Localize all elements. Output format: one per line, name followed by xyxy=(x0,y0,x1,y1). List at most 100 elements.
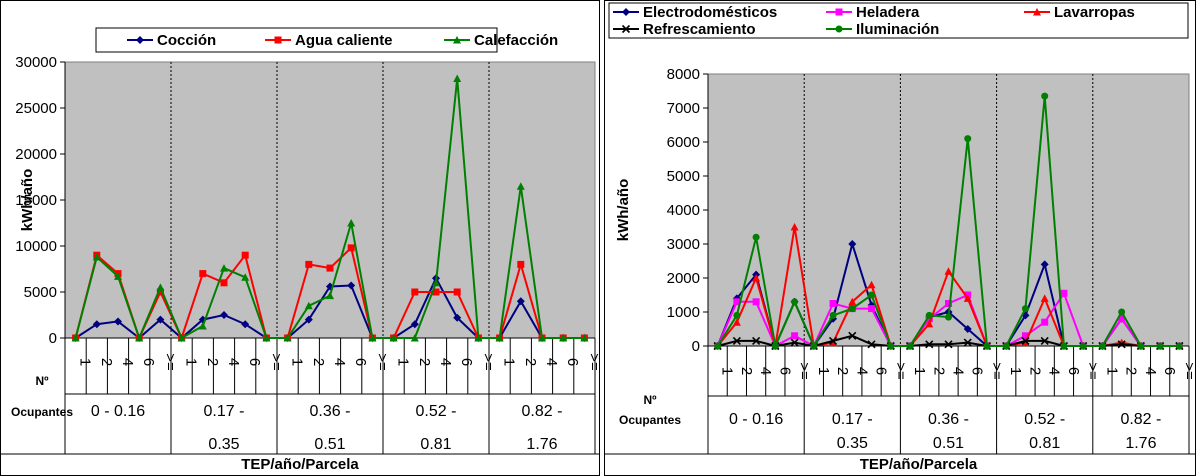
data-point xyxy=(241,273,250,281)
data-point xyxy=(347,244,355,252)
data-point xyxy=(305,260,313,268)
row-header-line1: Nº xyxy=(643,393,657,407)
category-label: 2 xyxy=(930,367,947,375)
data-point xyxy=(791,298,799,306)
group-label: 0.51 xyxy=(314,436,345,453)
legend-label: Lavarropas xyxy=(1054,4,1135,21)
y-axis-title: kWh/año xyxy=(615,179,632,242)
category-label: 1 xyxy=(395,358,412,366)
data-point xyxy=(156,315,165,324)
y-tick-label: 15000 xyxy=(15,192,57,209)
category-label: 2 xyxy=(98,358,115,366)
data-point xyxy=(1041,92,1049,100)
data-point xyxy=(963,338,972,347)
data-point xyxy=(1118,308,1126,316)
y-tick-label: 25000 xyxy=(15,100,57,117)
data-point xyxy=(432,278,440,287)
data-point xyxy=(1079,342,1087,350)
data-point xyxy=(828,336,838,345)
data-point xyxy=(1021,332,1029,340)
data-point xyxy=(1060,289,1068,297)
data-point xyxy=(848,297,857,306)
data-point xyxy=(752,233,760,241)
category-label: >= xyxy=(892,362,909,380)
data-point xyxy=(1117,340,1126,349)
category-label: 4 xyxy=(225,358,242,366)
y-tick-label: 4000 xyxy=(667,202,700,219)
data-point xyxy=(829,300,837,307)
legend-marker xyxy=(835,8,843,16)
data-point xyxy=(71,334,80,342)
series-2 xyxy=(71,74,589,342)
data-point xyxy=(1040,260,1049,269)
legend-label: Heladera xyxy=(856,4,920,21)
category-label: 2 xyxy=(1123,367,1140,375)
data-point xyxy=(453,313,462,322)
y-tick-label: 8000 xyxy=(667,66,700,83)
legend-box xyxy=(608,2,1189,39)
data-point xyxy=(964,135,972,143)
group-label: 1.76 xyxy=(1125,435,1156,452)
y-tick-label: 30000 xyxy=(15,54,57,71)
data-point xyxy=(1021,338,1030,347)
category-label: >= xyxy=(796,362,813,380)
chart-svg: 0 1000 2000 3000 4000 5000 6000 7000 8000 kWh/año… xyxy=(604,0,1196,476)
category-label: >= xyxy=(479,353,496,371)
data-point xyxy=(516,297,525,306)
y-tick-label: 0 xyxy=(49,330,57,347)
data-point xyxy=(944,267,953,275)
data-point xyxy=(752,274,761,282)
legend-marker xyxy=(621,24,631,34)
data-point xyxy=(790,223,799,231)
y-axis-title: kWh/año xyxy=(19,169,36,232)
group-label: 0.81 xyxy=(1029,435,1060,452)
data-point xyxy=(326,291,334,300)
data-point xyxy=(495,334,504,342)
category-label: 4 xyxy=(853,367,870,375)
y-tick-label: 5000 xyxy=(24,284,57,301)
data-point xyxy=(887,342,895,350)
legend-marker xyxy=(453,36,461,44)
category-label: 2 xyxy=(204,358,221,366)
group-label: 0.17 - xyxy=(832,411,873,428)
category-label: 1 xyxy=(77,358,94,366)
legend-label: Iluminación xyxy=(856,21,939,38)
category-label: 1 xyxy=(289,358,306,366)
y-tick-label: 0 xyxy=(692,338,700,355)
data-point xyxy=(925,319,934,328)
category-label: 4 xyxy=(1142,367,1159,375)
data-point xyxy=(1060,342,1068,350)
data-point xyxy=(848,305,856,313)
group-label: 0.52 - xyxy=(416,403,457,420)
data-point xyxy=(453,288,461,296)
category-label: 6 xyxy=(969,367,986,375)
data-point xyxy=(771,342,779,350)
group-label: 0.17 - xyxy=(204,403,245,420)
data-point xyxy=(114,272,122,280)
data-point xyxy=(241,320,250,329)
group-label: 0.82 - xyxy=(522,403,563,420)
group-label: 0.35 xyxy=(208,436,239,453)
category-label: 1 xyxy=(719,367,736,375)
category-label: 4 xyxy=(757,367,774,375)
data-point xyxy=(790,338,799,347)
data-point xyxy=(810,342,818,350)
category-label: 1 xyxy=(501,358,518,366)
category-label: >= xyxy=(267,353,284,371)
category-label: 6 xyxy=(1065,367,1082,375)
group-label: 0 - 0.16 xyxy=(91,403,145,420)
legend-label: Refrescamiento xyxy=(643,21,756,38)
category-label: 6 xyxy=(873,367,890,375)
data-point xyxy=(432,288,440,296)
data-point xyxy=(389,334,398,342)
legend-box xyxy=(95,27,498,53)
data-point xyxy=(559,334,568,342)
data-point xyxy=(156,288,164,296)
data-point xyxy=(283,334,292,342)
data-point xyxy=(752,298,760,306)
category-label: 1 xyxy=(911,367,928,375)
category-label: 4 xyxy=(437,358,454,366)
data-point xyxy=(945,300,952,307)
row-header-line1: Nº xyxy=(35,374,49,388)
category-label: 4 xyxy=(543,358,560,366)
